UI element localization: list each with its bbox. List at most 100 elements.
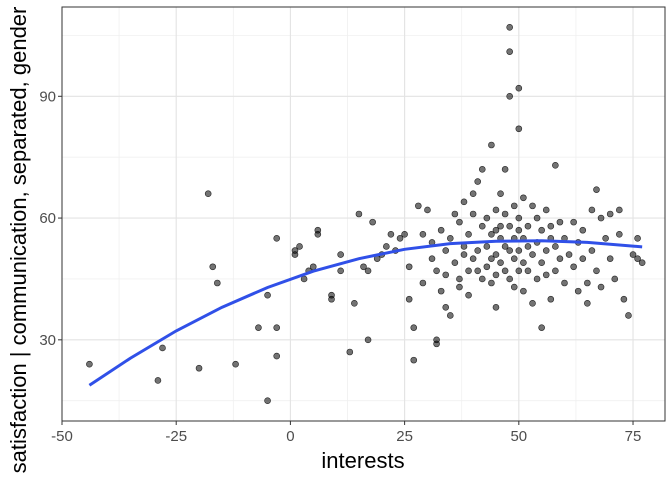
data-point [524, 267, 532, 275]
data-point [515, 247, 523, 254]
data-point [501, 243, 509, 250]
data-point [469, 190, 477, 198]
data-point [209, 263, 217, 271]
data-point [579, 255, 587, 262]
data-point [597, 214, 605, 222]
data-point [593, 267, 600, 275]
data-point [456, 275, 463, 283]
data-point [437, 226, 445, 234]
data-point [396, 235, 404, 242]
data-point [337, 267, 344, 275]
data-point [524, 222, 532, 230]
data-point [405, 295, 413, 303]
data-point [506, 222, 513, 230]
data-point [497, 222, 504, 230]
data-point [419, 279, 427, 287]
x-tick-label: 50 [510, 428, 527, 445]
data-point [364, 267, 372, 275]
data-point [515, 125, 523, 133]
data-point [552, 267, 559, 275]
data-point [451, 210, 459, 218]
data-point [588, 206, 596, 214]
data-point [529, 299, 536, 307]
data-point [510, 255, 518, 262]
data-point [497, 259, 504, 267]
y-tick-label: 90 [39, 88, 56, 105]
data-point [488, 141, 495, 149]
x-tick-label: 75 [625, 428, 642, 445]
data-point [501, 166, 509, 173]
data-point [273, 324, 281, 331]
data-point [465, 267, 472, 275]
data-point [351, 299, 358, 307]
data-point [232, 360, 239, 368]
data-point [606, 255, 614, 262]
data-point [520, 287, 527, 295]
data-point [446, 312, 454, 319]
data-point [579, 226, 587, 234]
data-point [593, 186, 600, 193]
data-point [460, 251, 468, 258]
data-point [159, 344, 166, 352]
data-point [538, 259, 545, 267]
plot-panel-border [61, 6, 666, 422]
data-point [483, 214, 491, 222]
data-point [570, 218, 577, 226]
data-point [611, 275, 619, 283]
data-point [433, 340, 440, 348]
smooth-fit-line [88, 239, 643, 387]
data-point [501, 267, 509, 275]
data-point [634, 235, 641, 242]
data-point [264, 397, 271, 405]
data-point [442, 271, 450, 279]
data-point [634, 255, 641, 262]
x-axis-title: interests [321, 448, 404, 473]
data-point [369, 218, 376, 226]
data-point [492, 271, 500, 279]
data-point [474, 178, 482, 185]
data-point [337, 251, 344, 258]
data-point [410, 324, 418, 331]
data-point [300, 275, 308, 283]
data-point [314, 230, 322, 238]
data-point [588, 247, 596, 254]
x-tick-label: -50 [51, 428, 73, 445]
data-point [538, 226, 545, 234]
data-point [552, 243, 559, 250]
data-point [492, 304, 500, 311]
data-point [515, 226, 523, 234]
data-point [492, 251, 500, 258]
data-point [520, 194, 527, 202]
data-point [616, 206, 623, 214]
data-point [401, 230, 408, 238]
data-point [542, 206, 550, 214]
data-point [437, 287, 445, 295]
data-point [451, 259, 459, 267]
data-point [510, 202, 518, 210]
data-point [291, 247, 299, 254]
data-point [204, 190, 212, 198]
data-point [424, 206, 431, 214]
data-point [469, 255, 477, 262]
data-point [597, 283, 605, 291]
data-point [529, 251, 536, 258]
data-point [309, 263, 317, 271]
data-point [570, 263, 577, 271]
data-point [478, 166, 486, 173]
data-point [442, 247, 450, 254]
data-point [584, 279, 591, 287]
data-point [497, 190, 504, 198]
data-point [542, 247, 550, 254]
x-tick-label: 25 [396, 428, 413, 445]
data-point [214, 279, 221, 287]
data-point [515, 267, 523, 275]
data-point [346, 348, 354, 356]
data-point [296, 243, 303, 250]
data-point [629, 251, 637, 258]
data-point [625, 312, 632, 319]
y-axis-ticks: 30 60 90 [39, 88, 62, 349]
data-point [565, 251, 573, 258]
data-point [488, 230, 495, 238]
data-point [501, 210, 509, 218]
x-tick-label: -25 [165, 428, 187, 445]
